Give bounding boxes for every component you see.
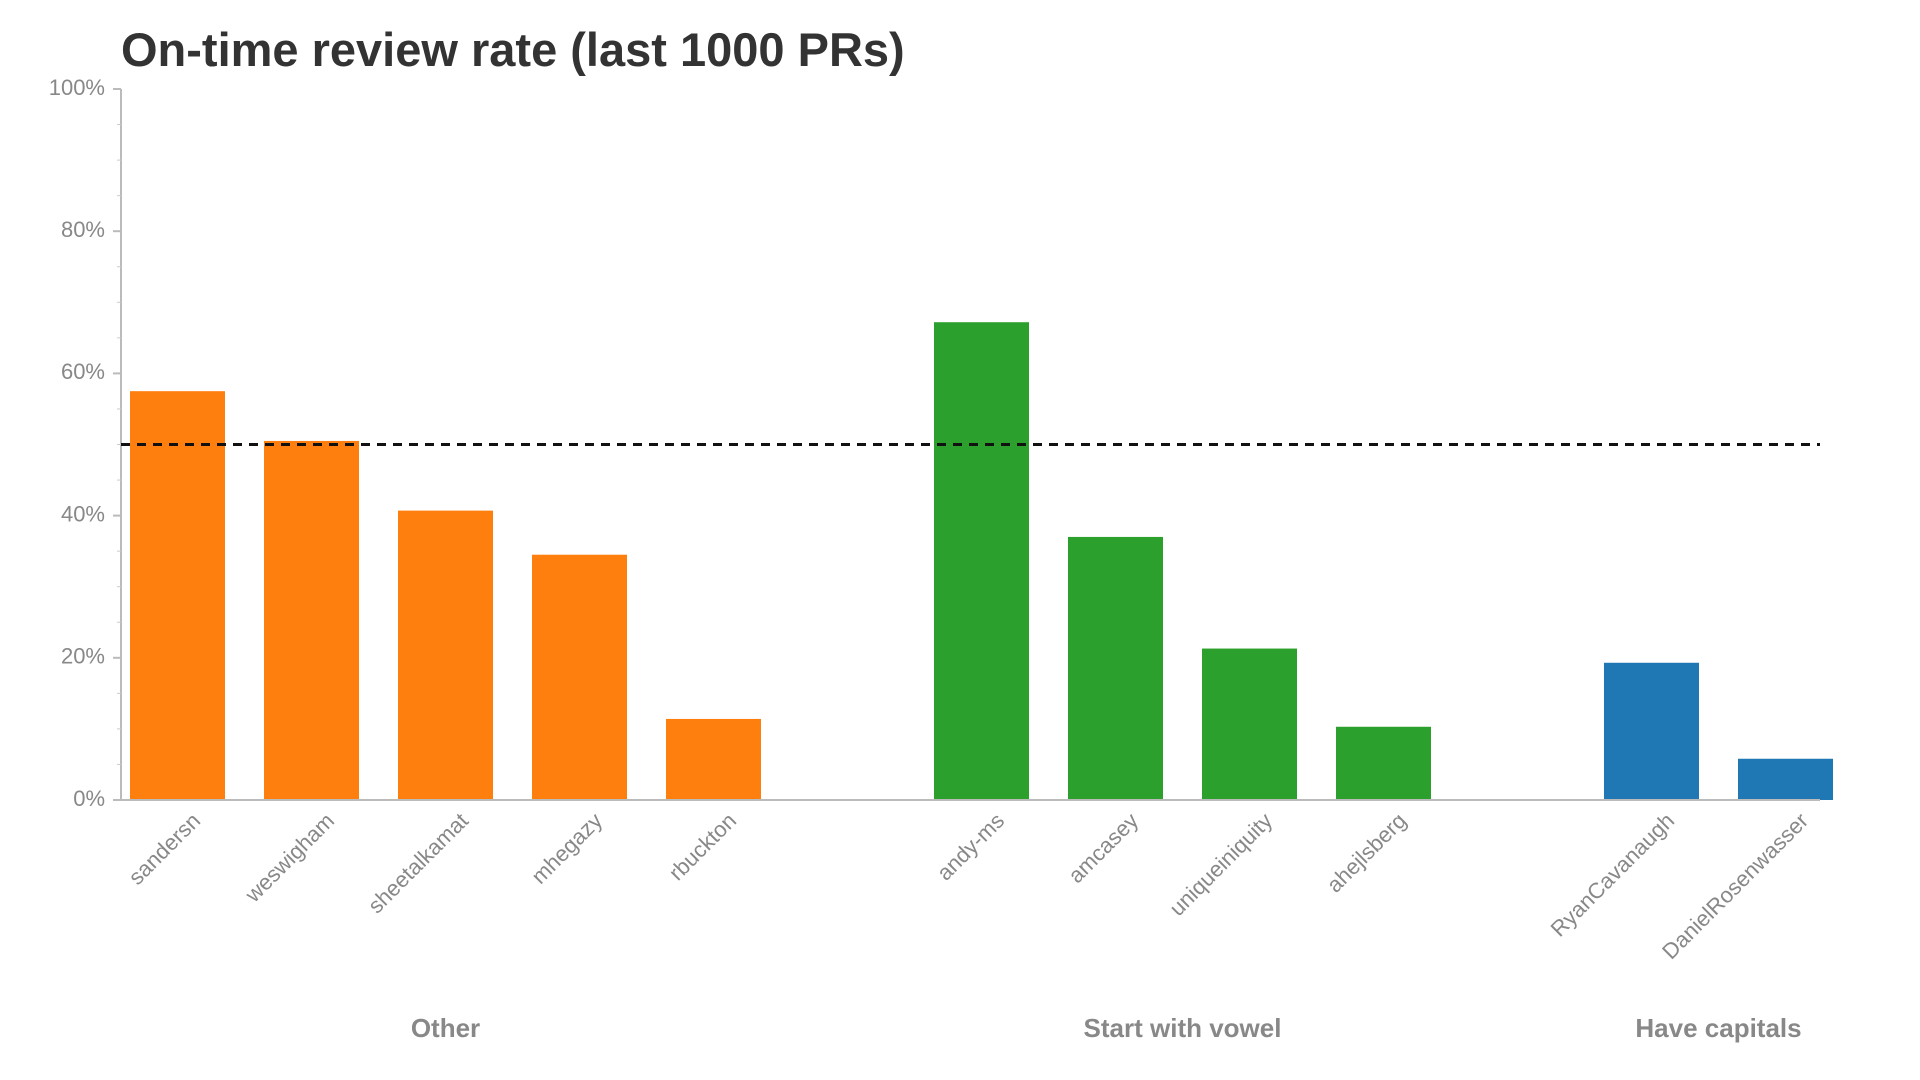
category-label-RyanCavanaugh: RyanCavanaugh <box>1546 808 1680 942</box>
category-label-sandersn: sandersn <box>123 808 205 890</box>
category-label-uniqueiniquity: uniqueiniquity <box>1164 808 1277 921</box>
group-label-0: Other <box>411 1013 480 1043</box>
bar-uniqueiniquity <box>1202 648 1297 800</box>
y-tick-label-60: 60% <box>61 359 105 384</box>
bars-layer <box>130 322 1833 800</box>
group-label-2: Have capitals <box>1635 1013 1801 1043</box>
y-tick-label-80: 80% <box>61 217 105 242</box>
y-tick-label-40: 40% <box>61 501 105 526</box>
bar-RyanCavanaugh <box>1604 662 1699 800</box>
bar-DanielRosenwasser <box>1738 758 1833 800</box>
category-label-andy-ms: andy-ms <box>932 808 1009 885</box>
y-tick-label-100: 100% <box>49 75 105 100</box>
y-axis: 0% 20% 40% 60% 80% 100% <box>49 75 1820 811</box>
bar-weswigham <box>264 440 359 800</box>
category-label-sheetalkamat: sheetalkamat <box>363 808 473 918</box>
bar-amcasey <box>1068 536 1163 800</box>
category-label-DanielRosenwasser: DanielRosenwasser <box>1657 808 1813 964</box>
group-label-1: Start with vowel <box>1084 1013 1282 1043</box>
group-labels: Other Start with vowel Have capitals <box>411 1013 1802 1043</box>
bar-mhegazy <box>532 554 627 800</box>
bar-andy-ms <box>934 322 1029 800</box>
bar-rbuckton <box>666 718 761 800</box>
bar-ahejlsberg <box>1336 726 1431 800</box>
category-label-weswigham: weswigham <box>239 808 339 908</box>
bar-sandersn <box>130 391 225 800</box>
y-tick-label-20: 20% <box>61 644 105 669</box>
category-label-rbuckton: rbuckton <box>664 808 741 885</box>
bar-sheetalkamat <box>398 510 493 800</box>
category-label-amcasey: amcasey <box>1063 808 1143 888</box>
category-labels: sandersn weswigham sheetalkamat mhegazy rbuc… <box>123 808 1813 964</box>
category-label-mhegazy: mhegazy <box>526 808 607 889</box>
category-label-ahejlsberg: ahejlsberg <box>1322 808 1411 897</box>
y-tick-label-0: 0% <box>73 786 105 811</box>
chart-title: On-time review rate (last 1000 PRs) <box>121 23 905 76</box>
